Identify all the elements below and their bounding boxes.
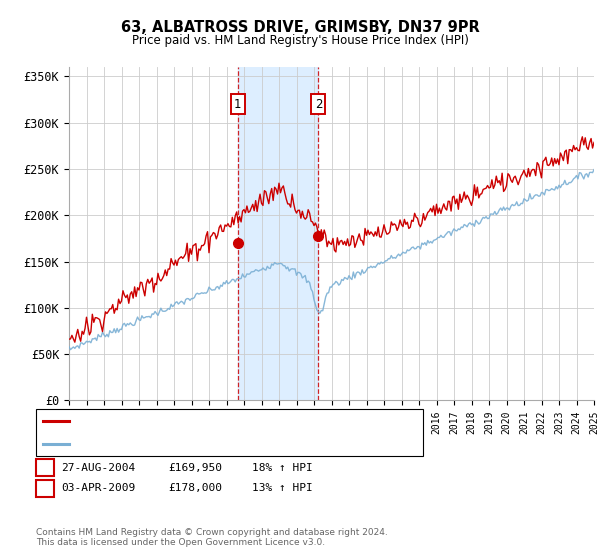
Text: 1: 1 xyxy=(234,98,242,111)
Text: Contains HM Land Registry data © Crown copyright and database right 2024.
This d: Contains HM Land Registry data © Crown c… xyxy=(36,528,388,547)
Text: £169,950: £169,950 xyxy=(168,463,222,473)
Text: 2: 2 xyxy=(314,98,322,111)
Bar xyxy=(238,67,319,400)
Text: £178,000: £178,000 xyxy=(168,483,222,493)
Text: 1: 1 xyxy=(41,461,49,474)
Text: 03-APR-2009: 03-APR-2009 xyxy=(61,483,136,493)
Text: HPI: Average price, detached house, North East Lincolnshire: HPI: Average price, detached house, Nort… xyxy=(74,439,388,449)
Text: 18% ↑ HPI: 18% ↑ HPI xyxy=(252,463,313,473)
Text: Price paid vs. HM Land Registry's House Price Index (HPI): Price paid vs. HM Land Registry's House … xyxy=(131,34,469,46)
Text: 27-AUG-2004: 27-AUG-2004 xyxy=(61,463,136,473)
Text: 63, ALBATROSS DRIVE, GRIMSBY, DN37 9PR: 63, ALBATROSS DRIVE, GRIMSBY, DN37 9PR xyxy=(121,20,479,35)
Text: 63, ALBATROSS DRIVE, GRIMSBY, DN37 9PR (detached house): 63, ALBATROSS DRIVE, GRIMSBY, DN37 9PR (… xyxy=(74,416,397,426)
Text: 13% ↑ HPI: 13% ↑ HPI xyxy=(252,483,313,493)
Text: 2: 2 xyxy=(41,482,49,495)
